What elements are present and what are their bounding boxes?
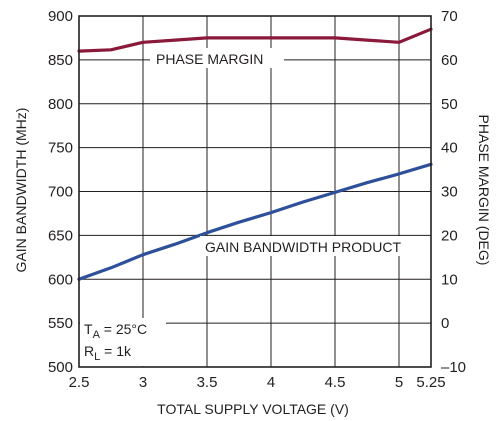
x-tick-label: 2.5 xyxy=(69,374,90,391)
grid-lines xyxy=(79,16,431,367)
x-tick-label: 3 xyxy=(139,374,147,391)
gbw-series-label-bg xyxy=(200,236,426,256)
series-layer xyxy=(77,27,433,281)
y-left-tick-label: 650 xyxy=(48,227,73,244)
x-tick-label: 5 xyxy=(395,374,403,391)
y-axis-right-title: PHASE MARGIN (DEG) xyxy=(476,115,492,266)
plot-frame xyxy=(78,15,432,368)
x-tick-label: 4.5 xyxy=(325,374,346,391)
y-left-tick-label: 900 xyxy=(48,8,73,25)
y-right-tick-label: –10 xyxy=(441,359,466,376)
condition-ta: TA = 25°C xyxy=(84,321,147,341)
y-right-tick-label: 70 xyxy=(441,8,458,25)
y-left-tick-label: 800 xyxy=(48,96,73,113)
y-right-tick-label: 50 xyxy=(441,96,458,113)
y-left-tick-label: 850 xyxy=(48,52,73,69)
y-right-tick-label: 30 xyxy=(441,184,458,201)
x-tick-label: 3.5 xyxy=(197,374,218,391)
condition-rl: RL = 1k xyxy=(84,343,132,363)
tick-labels: 2.5 3 3.5 4 4.5 5 5.25500550600650700750800850… xyxy=(48,8,466,391)
y-right-tick-label: 20 xyxy=(441,227,458,244)
y-right-tick-label: 60 xyxy=(441,52,458,69)
x-tick-label: 5.25 xyxy=(416,374,445,391)
conditions-box-bg xyxy=(80,318,166,366)
gbw-series-label: GAIN BANDWIDTH PRODUCT xyxy=(205,239,401,255)
x-tick-label: 4 xyxy=(267,374,275,391)
y-left-tick-label: 500 xyxy=(48,359,73,376)
x-axis-title: TOTAL SUPPLY VOLTAGE (V) xyxy=(157,401,349,417)
phase-margin-series-label: PHASE MARGIN xyxy=(156,51,263,67)
y-right-tick-label: 10 xyxy=(441,271,458,288)
y-right-tick-label: 0 xyxy=(441,315,449,332)
y-left-tick-label: 700 xyxy=(48,184,73,201)
y-left-tick-label: 550 xyxy=(48,315,73,332)
y-left-tick-label: 600 xyxy=(48,271,73,288)
y-left-tick-label: 750 xyxy=(48,140,73,157)
y-right-tick-label: 40 xyxy=(441,140,458,157)
series-line-gain-bandwidth-product xyxy=(77,162,433,281)
series-line-phase-margin xyxy=(77,27,433,53)
phase-margin-label-bg xyxy=(150,48,284,68)
y-axis-left-title: GAIN BANDWIDTH (MHz) xyxy=(13,108,29,273)
